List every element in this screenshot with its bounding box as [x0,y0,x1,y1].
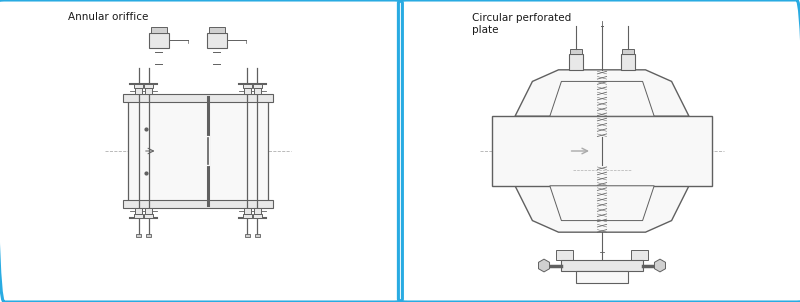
Bar [146,234,151,236]
Bar [134,214,143,218]
Bar [576,271,628,283]
Bar [144,214,153,218]
Bar [631,249,648,260]
Bar [622,49,634,54]
Bar [253,84,262,88]
Bar [206,33,227,48]
Bar [570,49,582,54]
Polygon shape [515,186,689,232]
Bar [144,84,153,88]
Bar [254,88,261,95]
Bar [244,88,250,95]
Bar [129,96,267,206]
Bar [146,207,152,214]
Bar [149,33,169,48]
Polygon shape [550,82,654,116]
Bar [135,207,142,214]
Polygon shape [515,70,689,116]
Bar [244,207,250,214]
Polygon shape [550,186,654,220]
Bar [146,88,152,95]
Bar [556,249,573,260]
Bar [245,234,250,236]
Bar [253,214,262,218]
Text: Annular oriffice: Annular oriffice [67,12,148,22]
Bar [254,207,261,214]
Bar [243,214,252,218]
Text: Circular perforated
plate: Circular perforated plate [471,13,570,35]
Bar [122,200,274,207]
Bar [135,88,142,95]
Bar [122,95,274,102]
Bar [150,27,167,33]
Bar [621,54,635,70]
Bar [569,54,583,70]
Bar [134,84,143,88]
Bar [136,234,141,236]
Bar [255,234,260,236]
Bar [209,27,225,33]
Bar [492,116,712,186]
Bar [562,260,642,271]
Bar [243,84,252,88]
